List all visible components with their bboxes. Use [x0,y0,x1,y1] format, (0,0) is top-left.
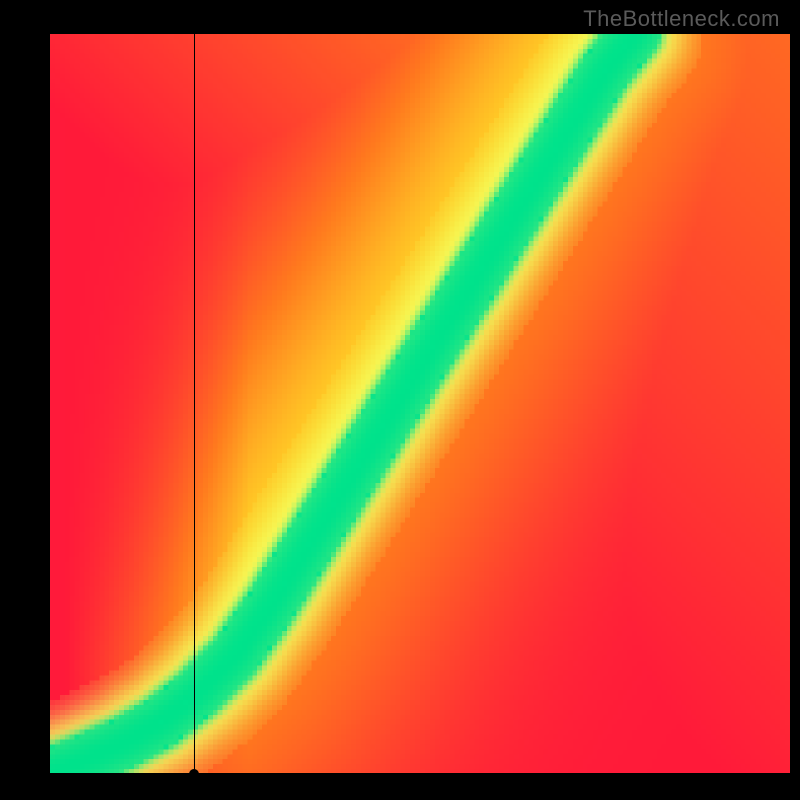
heatmap-plot [50,34,790,774]
watermark-text: TheBottleneck.com [583,6,780,32]
heatmap-canvas [50,34,790,774]
marker-dot [189,769,199,779]
crosshair-horizontal [50,773,790,774]
crosshair-vertical [194,34,195,774]
